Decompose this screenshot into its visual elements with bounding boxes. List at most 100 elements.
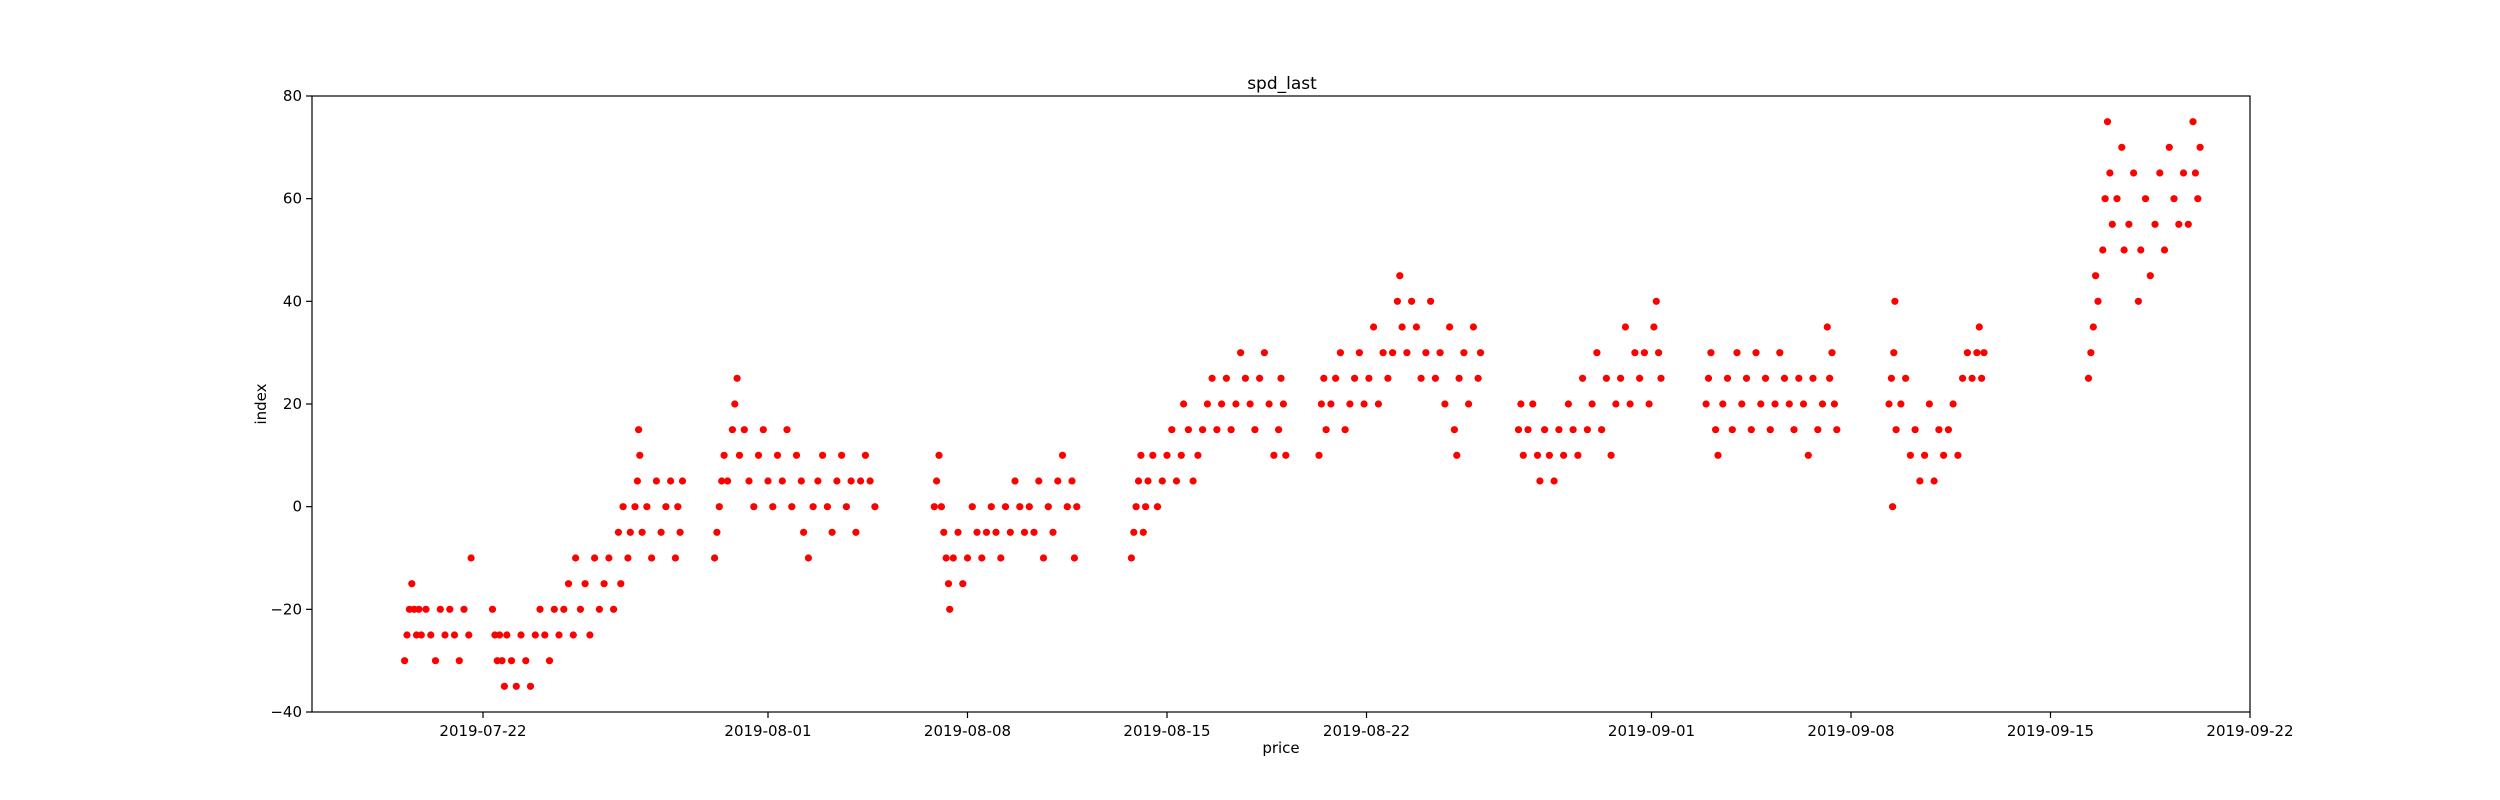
data-point xyxy=(1030,528,1038,536)
data-point xyxy=(828,528,836,536)
data-point xyxy=(715,503,723,511)
data-point xyxy=(1398,323,1406,331)
data-point xyxy=(1246,400,1254,408)
x-tick-label: 2019-08-08 xyxy=(924,722,1011,740)
data-point xyxy=(614,528,623,536)
data-point xyxy=(1455,374,1463,382)
data-point xyxy=(2156,169,2164,177)
data-point xyxy=(657,528,665,536)
data-point xyxy=(1180,400,1188,408)
data-point xyxy=(1374,400,1382,408)
data-point xyxy=(576,605,585,613)
data-point xyxy=(638,528,646,536)
data-point xyxy=(1218,400,1226,408)
data-point xyxy=(643,503,651,511)
data-point xyxy=(1327,400,1335,408)
data-point xyxy=(778,477,786,485)
data-point xyxy=(1579,374,1587,382)
data-point xyxy=(1360,400,1368,408)
data-point xyxy=(633,477,642,485)
data-point xyxy=(635,426,643,434)
data-point xyxy=(545,657,554,665)
data-point xyxy=(2191,169,2199,177)
data-point xyxy=(1474,374,1482,382)
data-point xyxy=(1963,349,1971,357)
data-point xyxy=(541,631,549,639)
data-point xyxy=(1621,323,1629,331)
data-point xyxy=(733,374,741,382)
data-point xyxy=(1650,323,1658,331)
data-point xyxy=(783,426,791,434)
data-point xyxy=(1163,451,1171,459)
data-point xyxy=(1241,374,1249,382)
data-point xyxy=(671,554,680,562)
data-point xyxy=(1980,349,1988,357)
data-point xyxy=(1256,374,1264,382)
data-point xyxy=(1011,477,1019,485)
x-tick-label: 2019-09-01 xyxy=(1608,722,1695,740)
data-point xyxy=(788,503,796,511)
data-point xyxy=(1704,374,1713,382)
data-point xyxy=(1132,503,1140,511)
data-point xyxy=(1524,426,1532,434)
data-point xyxy=(1044,503,1052,511)
data-point xyxy=(1519,451,1527,459)
data-point xyxy=(1588,400,1596,408)
data-point xyxy=(1897,400,1905,408)
data-point xyxy=(740,426,748,434)
data-point xyxy=(422,605,430,613)
data-point xyxy=(1130,528,1138,536)
data-point xyxy=(833,477,841,485)
data-point xyxy=(1001,503,1010,511)
data-point xyxy=(2103,118,2112,126)
data-point xyxy=(2120,246,2128,254)
data-point xyxy=(773,451,782,459)
y-tick-label: 80 xyxy=(283,87,302,105)
data-point xyxy=(564,580,573,588)
data-point xyxy=(866,477,874,485)
data-point xyxy=(769,503,777,511)
data-point xyxy=(1728,426,1736,434)
data-point xyxy=(2084,374,2093,382)
data-point xyxy=(1006,528,1014,536)
data-point xyxy=(1761,374,1770,382)
data-point xyxy=(1830,400,1838,408)
data-point xyxy=(1208,374,1216,382)
data-point xyxy=(1714,451,1722,459)
data-point xyxy=(987,503,995,511)
data-point xyxy=(1723,374,1732,382)
data-point xyxy=(1139,528,1147,536)
data-point xyxy=(1640,349,1648,357)
data-point xyxy=(1058,451,1067,459)
data-point xyxy=(488,605,497,613)
data-point xyxy=(465,631,473,639)
data-point xyxy=(2130,169,2138,177)
data-point xyxy=(652,477,661,485)
data-point xyxy=(930,503,938,511)
data-point xyxy=(1733,349,1741,357)
data-point xyxy=(631,503,639,511)
data-point xyxy=(460,605,468,613)
data-point xyxy=(944,580,953,588)
data-point xyxy=(1073,503,1081,511)
data-point xyxy=(1172,477,1181,485)
data-point xyxy=(735,451,744,459)
data-point xyxy=(1465,400,1473,408)
data-point xyxy=(436,605,444,613)
data-point xyxy=(1476,349,1485,357)
data-point xyxy=(674,503,682,511)
data-point xyxy=(1469,323,1477,331)
data-point xyxy=(2137,246,2145,254)
data-point xyxy=(1517,400,1525,408)
data-point xyxy=(823,503,832,511)
data-point xyxy=(1790,426,1798,434)
data-point xyxy=(1702,400,1710,408)
data-point xyxy=(1063,503,1071,511)
data-point xyxy=(1070,554,1078,562)
data-point xyxy=(1645,400,1653,408)
data-point xyxy=(1545,451,1553,459)
data-point xyxy=(450,631,459,639)
data-point xyxy=(403,631,411,639)
data-point xyxy=(1889,503,1897,511)
data-point xyxy=(595,605,604,613)
